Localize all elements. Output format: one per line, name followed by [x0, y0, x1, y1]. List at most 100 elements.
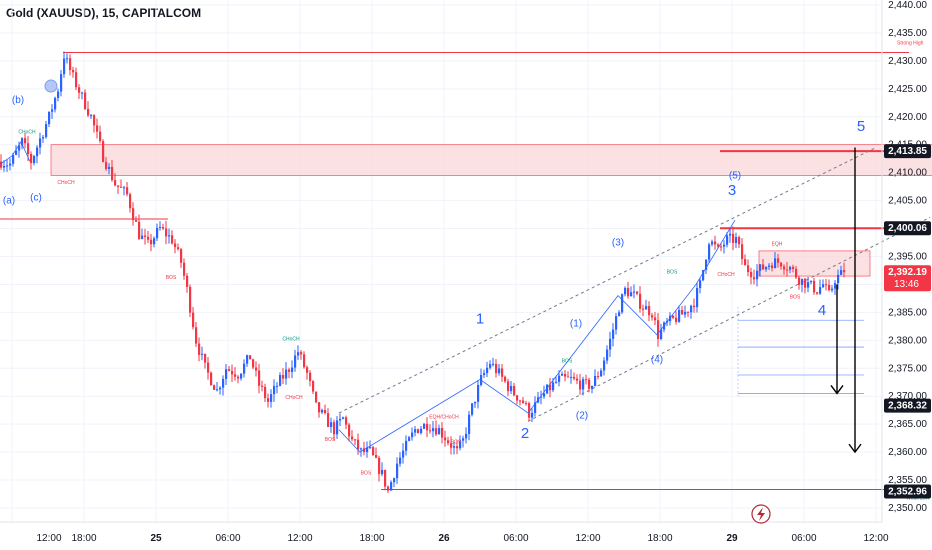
candle-body [483, 373, 486, 375]
candle-body [117, 185, 120, 187]
candle-body [288, 369, 291, 372]
candle-body [684, 311, 687, 315]
candle-body [567, 376, 570, 378]
candle-body [273, 385, 276, 395]
candle-body [771, 265, 774, 269]
price-badge-bg [884, 144, 931, 159]
candle-body [153, 238, 156, 245]
lightning-icon [757, 507, 765, 521]
candle-body [57, 91, 60, 98]
candle-body [204, 353, 207, 363]
candle-body [336, 420, 339, 435]
candle-body [300, 352, 303, 355]
price-axis[interactable]: 2,350.00 2,355.00 2,360.00 2,365.00 2,370.00… [881, 0, 931, 522]
candle-body [777, 258, 780, 263]
candle-body [783, 266, 786, 270]
candle-body [285, 369, 288, 379]
candle-body [36, 147, 39, 157]
price-tick-label: 2,350.00 [888, 503, 927, 514]
candle-body [291, 367, 294, 372]
candle-body [612, 329, 615, 339]
candle-body [390, 482, 393, 491]
candle-body [414, 429, 417, 433]
candle-body [132, 208, 135, 221]
candles [0, 51, 846, 494]
candle-body [627, 287, 630, 297]
candle-body [450, 443, 453, 448]
price-tick-label: 2,380.00 [888, 335, 927, 346]
wave-label: (b) [12, 95, 24, 106]
candle-body [51, 109, 54, 112]
candle-body [630, 292, 633, 297]
time-tick-label: 18:00 [359, 533, 384, 544]
candle-body [558, 375, 561, 382]
candle-body [768, 265, 771, 267]
candle-body [717, 244, 720, 247]
candle-body [465, 433, 468, 439]
candle-body [129, 194, 132, 209]
candle-body [531, 412, 534, 418]
candle-body [63, 58, 66, 75]
candle-body [738, 237, 741, 245]
candle-body [387, 486, 390, 491]
candle-body [801, 278, 804, 285]
candle-body [216, 389, 219, 391]
candle-body [213, 385, 216, 390]
candle-body [555, 381, 558, 383]
weak-low-label: Weak Low [906, 496, 930, 502]
candle-body [516, 395, 519, 401]
candle-body [33, 156, 36, 164]
candle-body [225, 369, 228, 379]
supply-zone-left [50, 144, 932, 176]
candle-body [750, 272, 753, 278]
candle-body [657, 320, 660, 339]
structure-label: BOS [361, 470, 372, 476]
candle-body [519, 400, 522, 402]
candle-body [753, 277, 756, 280]
candle-body [687, 311, 690, 313]
candle-body [810, 280, 813, 283]
candle-body [765, 266, 768, 270]
candle-body [6, 165, 9, 167]
candle-body [549, 384, 552, 391]
time-tick-label: 18:00 [647, 533, 672, 544]
candle-body [90, 115, 93, 117]
candle-body [708, 244, 711, 260]
candle-body [534, 402, 537, 413]
price-badge-label: 2,352.96 [888, 486, 927, 497]
candle-body [27, 143, 30, 155]
candle-body [339, 418, 342, 421]
candle-body [681, 310, 684, 315]
price-tick-label: 2,430.00 [888, 56, 927, 67]
candle-body [744, 259, 747, 266]
time-tick-label: 12:00 [575, 533, 600, 544]
candle-body [807, 282, 810, 288]
candle-body [258, 370, 261, 386]
wave-labels: (b) (a) (c) 1 2 (1) (2) (3) (4) (5)3 4 5 [0, 79, 865, 453]
candle-body [303, 354, 306, 368]
price-badge-bg [884, 484, 931, 499]
candle-body [561, 373, 564, 376]
candle-body [456, 446, 459, 449]
structure-label: BOS [166, 275, 177, 281]
candle-body [381, 469, 384, 475]
candle-body [675, 317, 678, 322]
candle-body [108, 166, 111, 170]
candle-body [138, 221, 141, 239]
candle-body [672, 315, 675, 318]
candle-body [525, 402, 528, 404]
candle-body [159, 227, 162, 229]
candle-body [168, 235, 171, 237]
candle-body [267, 398, 270, 402]
candle-body [639, 293, 642, 309]
candle-body [714, 241, 717, 245]
candle-body [0, 161, 3, 168]
candle-body [759, 264, 762, 271]
price-tick-label: 2,360.00 [888, 447, 927, 458]
candle-body [726, 235, 729, 245]
price-badge-bg [884, 265, 931, 292]
price-tick-label: 2,440.00 [888, 0, 927, 11]
time-axis[interactable]: 12:00 18:00 25 06:00 12:00 18:00 26 06:00 12:00 1… [0, 521, 932, 544]
candle-body [141, 235, 144, 239]
